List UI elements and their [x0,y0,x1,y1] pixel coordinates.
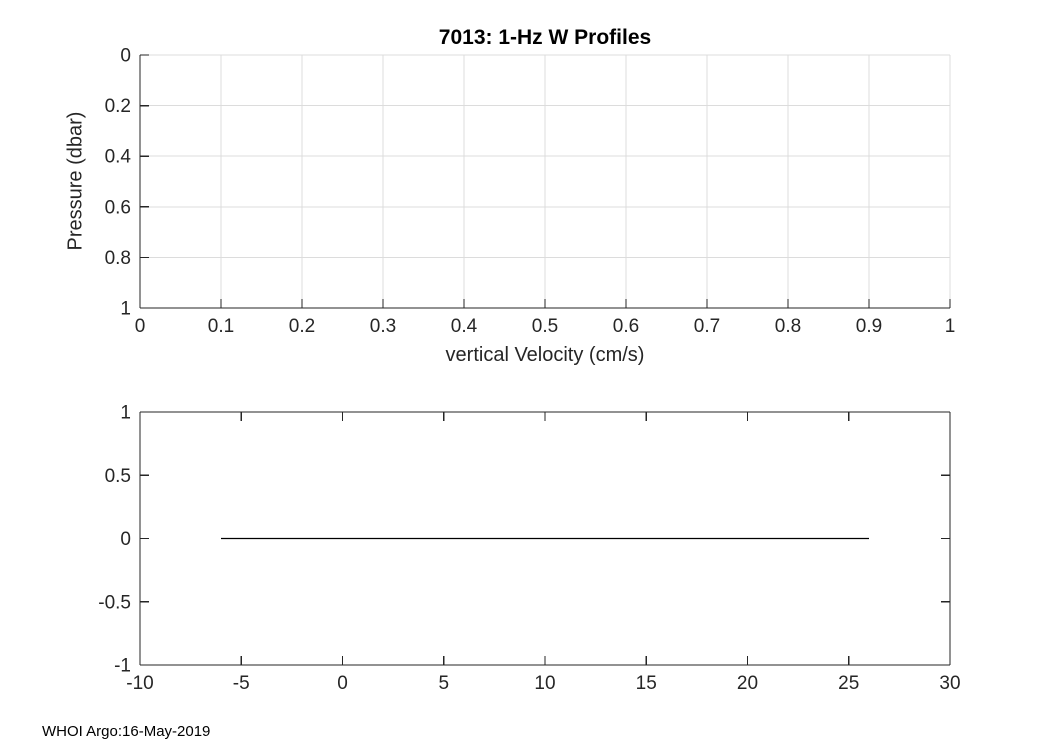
x-tick-label: 20 [737,673,758,694]
x-axis-label: vertical Velocity (cm/s) [445,344,645,366]
x-tick-label: 0.3 [370,316,396,337]
x-tick-label: -5 [233,673,250,694]
x-tick-label: 0.7 [694,316,720,337]
x-tick-label: 0.8 [775,316,801,337]
y-tick-label: -0.5 [98,592,131,613]
x-tick-label: 30 [939,673,960,694]
w-profiles-pressure-plot: 0 0.1 0.2 0.3 0.4 0.5 0.6 0.7 0.8 0.9 100.20.40.60… [105,46,956,338]
y-tick-label: 0.2 [105,96,131,117]
y-tick-label: 0.6 [105,197,131,218]
x-tick-label: 0.9 [856,316,882,337]
y-tick-label: 0.5 [105,466,131,487]
y-tick-label: 0 [120,529,131,550]
y-tick-label: 0.8 [105,248,131,269]
x-tick-label: 0.1 [208,316,234,337]
x-tick-label: 5 [438,673,449,694]
figure-title: 7013: 1-Hz W Profiles [438,26,652,49]
x-tick-label: 0 [337,673,348,694]
y-tick-label: -1 [114,656,131,677]
x-tick-label: 10 [534,673,555,694]
y-tick-label: 1 [120,299,131,320]
x-tick-label: 0.2 [289,316,315,337]
x-tick-label: 0.5 [532,316,558,337]
x-tick-label: 1 [945,316,956,337]
figure-footer: WHOI Argo:16-May-2019 [42,723,211,740]
y-tick-label: 0.4 [105,147,132,168]
x-tick-label: 0.6 [613,316,639,337]
w-zero-line-plot: -10 -5 0 5 10 15 20 25 30 -1 -0.5 0 0.5 1 [98,403,960,695]
y-tick-label: 1 [120,403,131,424]
x-tick-label: 0.4 [451,316,478,337]
x-tick-label: 0 [135,316,146,337]
x-tick-label: 15 [636,673,657,694]
y-tick-label: 0 [120,46,131,67]
y-axis-label-text: Pressure (dbar) [64,111,87,251]
x-tick-label: -10 [126,673,153,694]
x-tick-label: 25 [838,673,859,694]
